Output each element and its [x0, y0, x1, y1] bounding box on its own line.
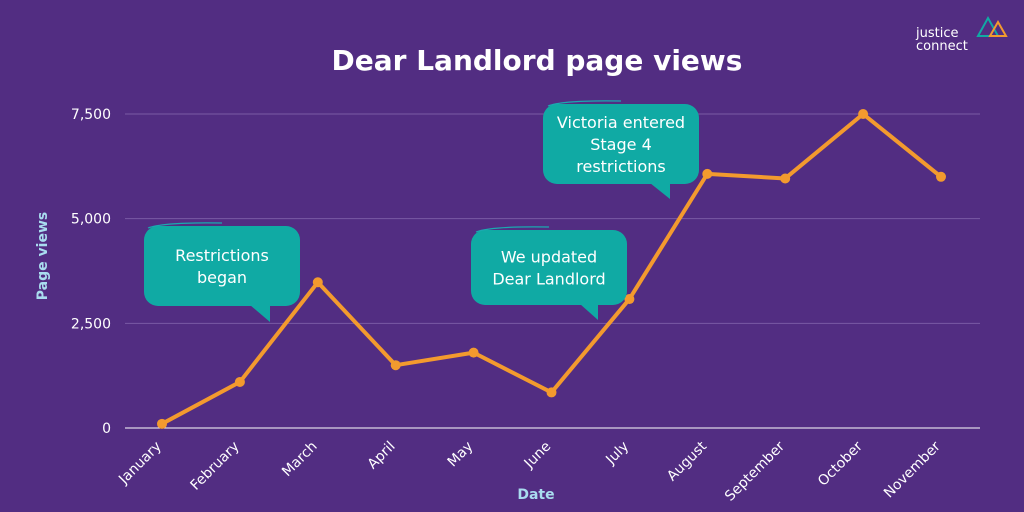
logo-text-connect: connect	[916, 39, 968, 54]
y-tick-label: 7,500	[71, 107, 111, 123]
y-axis-title: Page views	[35, 212, 51, 300]
callout-text-line: Dear Landlord	[492, 270, 605, 289]
x-tick-label: May	[445, 439, 477, 471]
data-point	[780, 173, 791, 184]
callout-bubble	[471, 230, 627, 305]
x-tick-label: April	[365, 439, 399, 473]
y-tick-label: 5,000	[71, 212, 111, 228]
data-point	[234, 376, 245, 387]
callout-bubble	[543, 104, 699, 184]
data-point	[702, 168, 713, 179]
callout-sketch-stroke	[547, 100, 622, 107]
callout-sketch-stroke	[147, 222, 223, 229]
callout-tail	[650, 183, 670, 199]
logo-triangle-icon-teal	[976, 15, 1000, 37]
x-tick-label: January	[115, 439, 165, 489]
y-tick-label: 2,500	[71, 316, 111, 332]
annotation-callout: Victoria entered Stage 4 restrictions	[543, 100, 699, 199]
data-point	[546, 387, 557, 398]
callout-bubble	[144, 226, 300, 306]
callout-text-line: Victoria entered	[557, 113, 685, 132]
annotation-callout: We updated Dear Landlord	[471, 226, 627, 320]
chart-title: Dear Landlord page views	[332, 44, 743, 77]
data-point	[624, 294, 635, 305]
logo-text-justice: justice	[915, 26, 958, 41]
data-point	[936, 171, 946, 182]
x-tick-label: June	[521, 439, 555, 473]
data-point	[157, 418, 167, 429]
callout-text-line: Restrictions	[175, 246, 269, 265]
x-axis-title: Date	[517, 487, 554, 503]
x-tick-label: March	[279, 439, 320, 480]
callout-text-line: Stage 4	[590, 135, 652, 154]
series-points	[157, 109, 946, 429]
y-tick-label: 0	[102, 421, 111, 437]
data-point	[858, 109, 869, 119]
x-tick-label: September	[722, 438, 788, 504]
callout-tail	[250, 305, 270, 322]
y-axis-ticks: 0 2,500 5,000 7,500	[71, 107, 111, 437]
gridlines	[125, 113, 980, 429]
callout-text-line: We updated	[501, 248, 597, 267]
data-point	[468, 347, 479, 358]
x-tick-label: November	[881, 438, 944, 501]
annotation-callout: Restrictions began	[144, 222, 300, 322]
logo-triangle-icon-orange	[988, 19, 1008, 37]
callout-text-line: restrictions	[576, 157, 665, 176]
x-tick-label: February	[188, 439, 243, 494]
justice-connect-logo: justice connect	[915, 15, 1008, 54]
callout-text-line: began	[197, 268, 247, 287]
callout-sketch-stroke	[475, 226, 550, 233]
data-point	[390, 360, 401, 371]
x-tick-label: October	[815, 438, 866, 489]
callout-tail	[580, 304, 598, 320]
data-point	[312, 277, 323, 288]
annotations: Restrictions began We updated Dear Landlord…	[144, 100, 699, 322]
x-tick-label: August	[664, 438, 710, 484]
x-tick-label: July	[602, 439, 632, 469]
